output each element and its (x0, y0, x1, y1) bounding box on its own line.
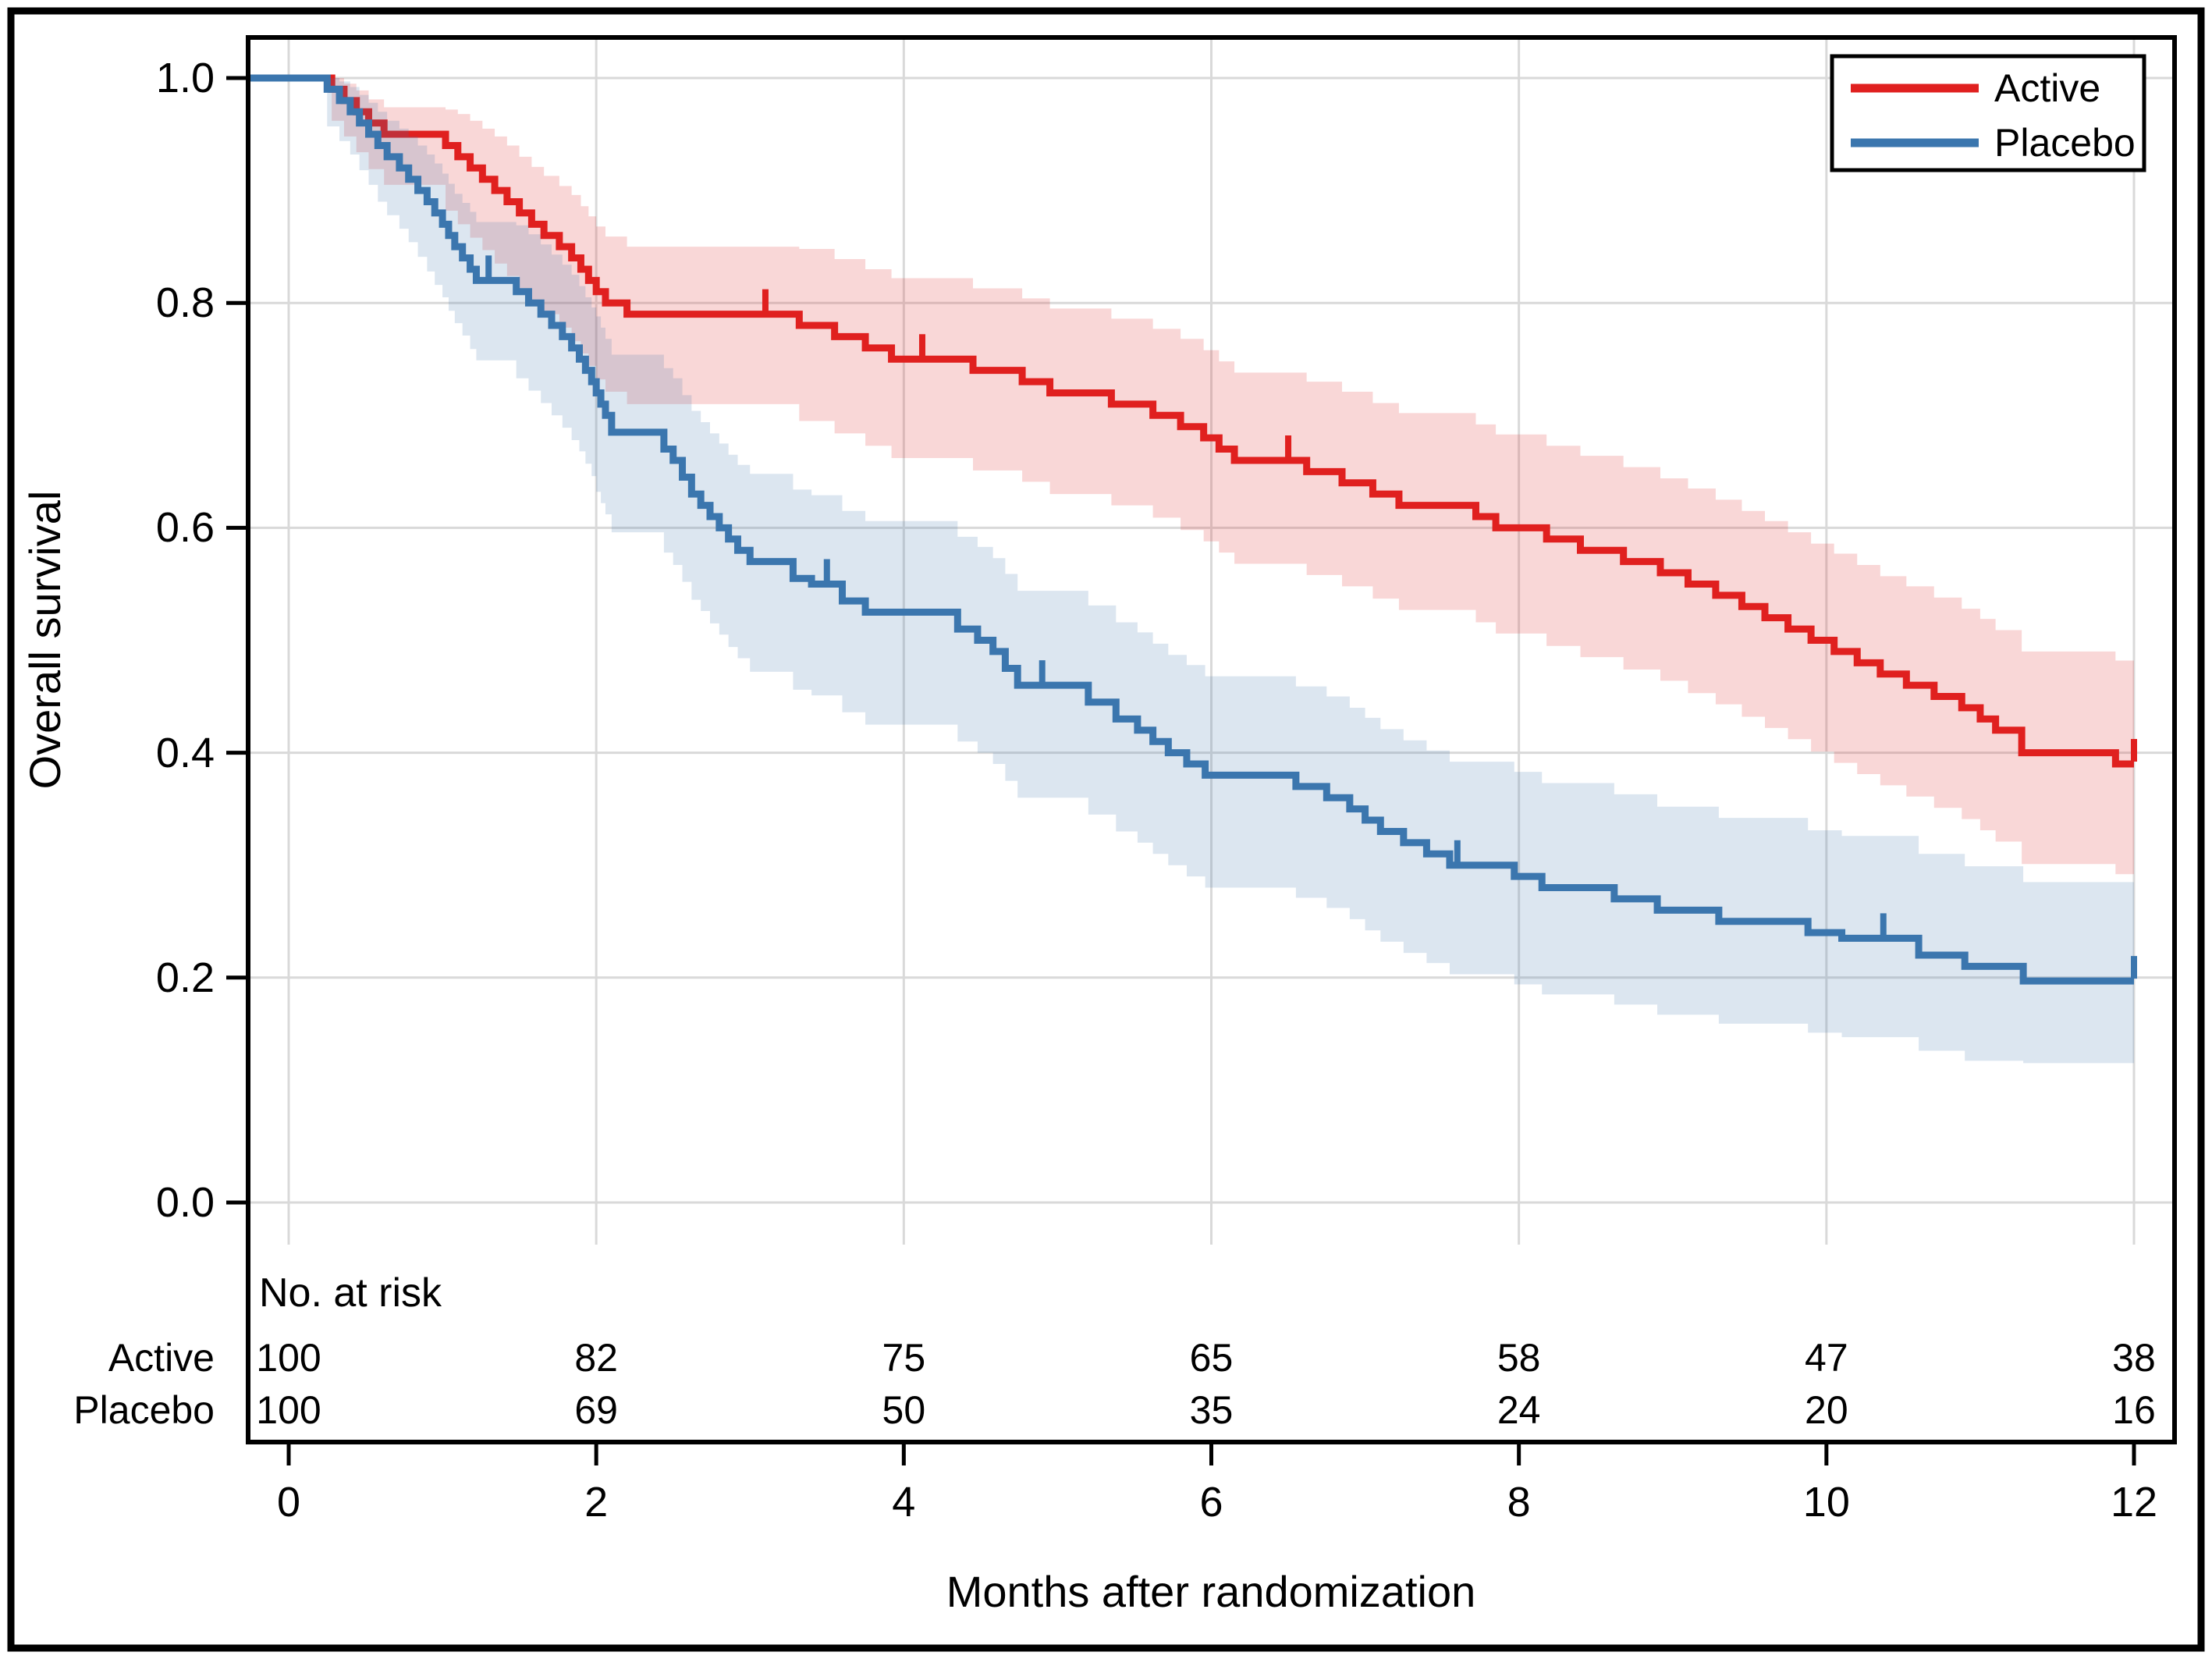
ci-band-placebo (248, 78, 2134, 1064)
at-risk-count-active: 100 (256, 1336, 321, 1380)
y-axis-tick-label: 0.0 (155, 1179, 215, 1226)
at-risk-header: No. at risk (259, 1270, 442, 1316)
at-risk-count-active: 65 (1189, 1336, 1234, 1380)
at-risk-row-label-placebo: Placebo (73, 1388, 215, 1432)
legend-box (1830, 54, 2146, 172)
x-axis-tick-label: 6 (1199, 1479, 1223, 1526)
x-axis-tick-label: 2 (584, 1479, 609, 1526)
x-axis-title: Months after randomization (946, 1567, 1476, 1616)
at-risk-count-placebo: 100 (256, 1388, 321, 1432)
figure-border (7, 7, 2205, 1652)
at-risk-count-active: 38 (2112, 1336, 2156, 1380)
at-risk-row-label-active: Active (108, 1336, 215, 1380)
at-risk-count-active: 82 (574, 1336, 618, 1380)
x-axis-tick-label: 10 (1802, 1479, 1850, 1526)
at-risk-count-placebo: 20 (1805, 1388, 1848, 1432)
y-axis-tick-label: 0.4 (155, 729, 215, 776)
at-risk-count-placebo: 35 (1189, 1388, 1234, 1432)
at-risk-count-active: 47 (1805, 1336, 1848, 1380)
survival-curve-active (248, 74, 2134, 768)
at-risk-count-active: 75 (882, 1336, 926, 1380)
y-axis-tick-label: 0.2 (155, 954, 215, 1001)
at-risk-count-placebo: 16 (2112, 1388, 2156, 1432)
survival-curve-placebo (248, 74, 2134, 985)
at-risk-count-placebo: 50 (882, 1388, 926, 1432)
at-risk-count-placebo: 24 (1497, 1388, 1541, 1432)
legend-label-placebo: Placebo (1994, 121, 2136, 165)
x-axis-tick-label: 4 (892, 1479, 916, 1526)
legend-label-active: Active (1994, 66, 2101, 110)
x-axis-tick-label: 8 (1507, 1479, 1531, 1526)
y-axis-tick-label: 0.6 (155, 504, 215, 552)
y-axis-tick-label: 0.8 (155, 279, 215, 327)
x-axis-tick-label: 0 (276, 1479, 301, 1526)
ci-band-active (248, 78, 2134, 875)
at-risk-count-active: 58 (1497, 1336, 1541, 1380)
at-risk-count-placebo: 69 (574, 1388, 618, 1432)
x-axis-tick-label: 12 (2110, 1479, 2158, 1526)
y-axis-tick-label: 1.0 (155, 55, 215, 101)
